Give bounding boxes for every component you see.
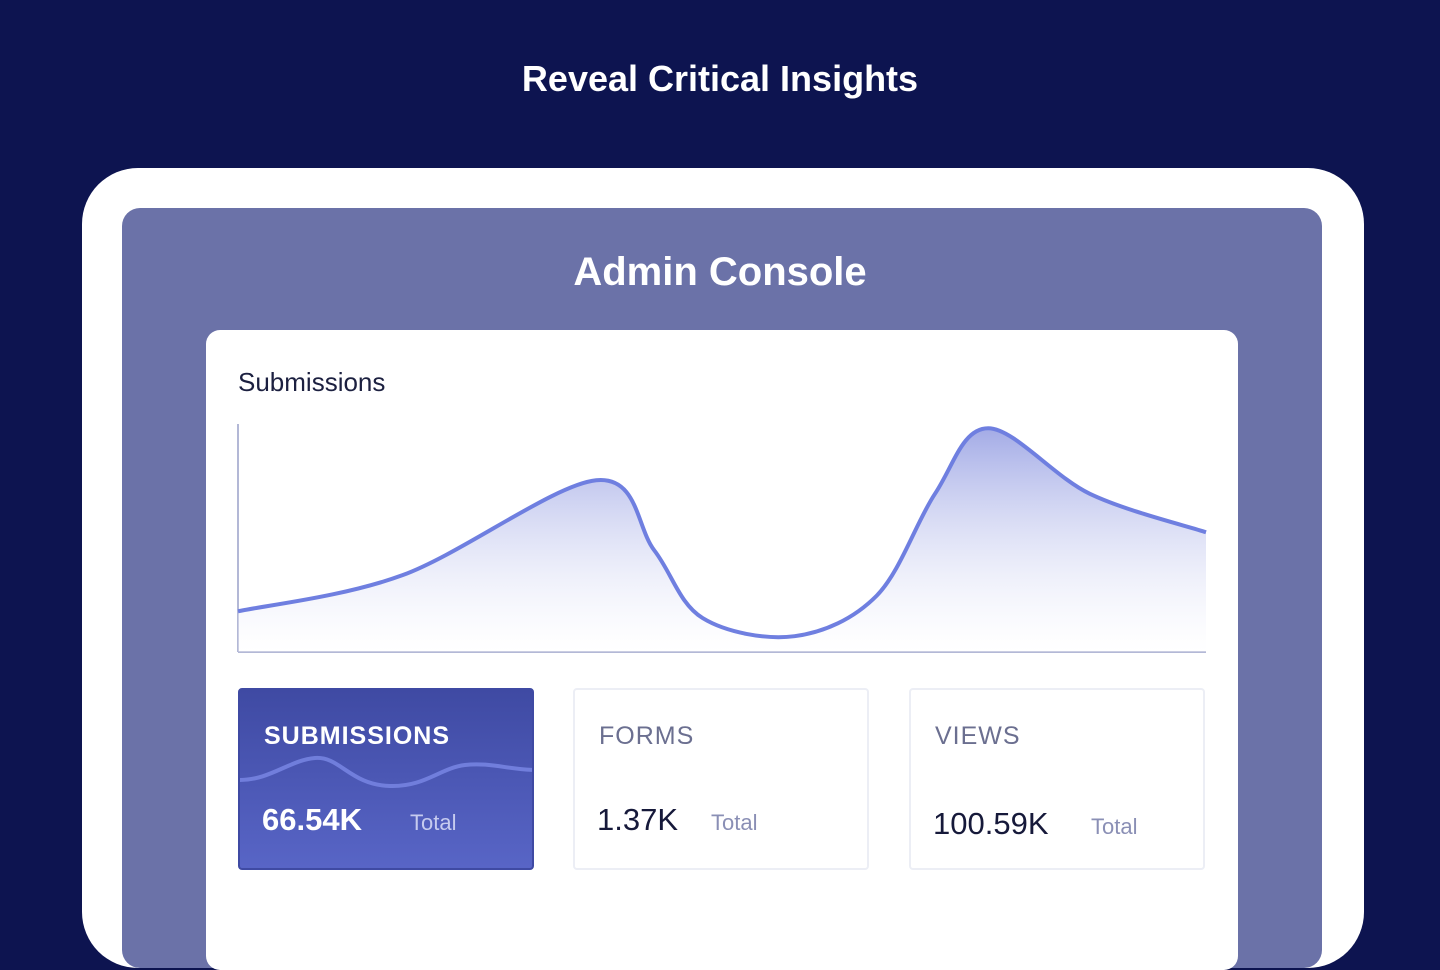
chart-area <box>238 428 1206 652</box>
card-label: VIEWS <box>935 722 1021 750</box>
chart-title: Submissions <box>238 367 386 397</box>
card-views[interactable]: VIEWS 100.59K Total <box>909 688 1205 870</box>
card-forms[interactable]: FORMS 1.37K Total <box>573 688 869 870</box>
card-value: 100.59K <box>933 806 1049 841</box>
card-submissions[interactable]: SUBMISSIONS 66.54K Total <box>238 688 534 870</box>
headline: Reveal Critical Insights <box>521 58 919 99</box>
card-unit: Total <box>410 810 457 835</box>
card-label: FORMS <box>599 722 695 750</box>
card-label: SUBMISSIONS <box>264 722 451 750</box>
camera-dot <box>100 631 105 636</box>
console-title: Admin Console <box>573 250 867 294</box>
card-value: 66.54K <box>262 802 362 837</box>
sparkline <box>240 755 532 789</box>
card-value: 1.37K <box>597 802 679 837</box>
chart-line <box>237 426 1207 640</box>
submissions-chart <box>237 424 1207 653</box>
card-unit: Total <box>711 810 758 835</box>
card-unit: Total <box>1091 814 1138 839</box>
